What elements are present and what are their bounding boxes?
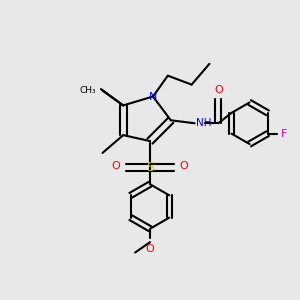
Text: CH₃: CH₃ — [79, 86, 96, 95]
Text: O: O — [146, 244, 154, 254]
Text: N: N — [149, 92, 157, 101]
Text: NH: NH — [196, 118, 212, 128]
Text: O: O — [112, 161, 120, 171]
Text: O: O — [180, 161, 188, 171]
Text: F: F — [281, 129, 287, 139]
Text: S: S — [146, 161, 154, 174]
Text: O: O — [214, 85, 223, 95]
